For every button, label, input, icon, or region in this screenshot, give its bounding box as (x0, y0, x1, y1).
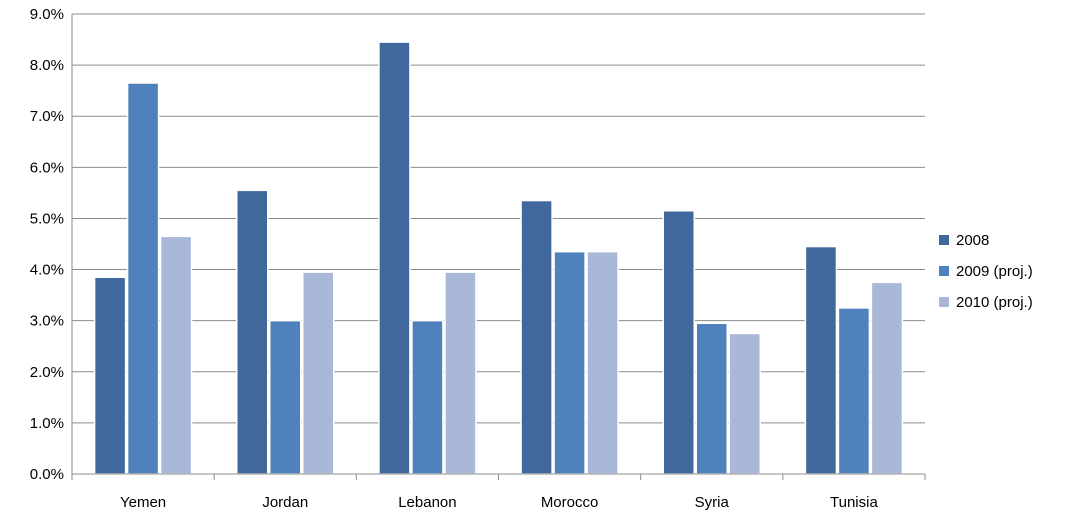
gridlines (72, 13, 925, 424)
bar-morocco-series-0 (520, 199, 553, 475)
bar-morocco-series-1 (553, 250, 586, 475)
x-category-label: Lebanon (398, 494, 456, 511)
axes (71, 14, 926, 480)
y-tick-label: 1.0% (30, 415, 64, 432)
bar-morocco-series-2 (586, 250, 619, 475)
legend-swatch (939, 266, 949, 276)
bar-lebanon-series-2 (444, 271, 477, 475)
x-axis-category-labels: Yemen Jordan Lebanon Morocco Syria Tunisia (120, 494, 878, 511)
x-category-label: Tunisia (830, 494, 878, 511)
y-tick-label: 3.0% (30, 313, 64, 330)
legend: 2008 2009 (proj.) 2010 (proj.) (939, 232, 1033, 311)
y-tick-label: 7.0% (30, 108, 64, 125)
bar-jordan-series-0 (236, 189, 269, 475)
bar-syria-series-2 (728, 332, 761, 475)
x-category-label: Syria (695, 494, 730, 511)
x-category-label: Jordan (262, 494, 308, 511)
legend-label: 2009 (proj.) (956, 263, 1033, 280)
bar-jordan-series-1 (269, 319, 302, 475)
bar-yemen-series-2 (159, 235, 193, 475)
bar-tunisia-series-0 (804, 245, 838, 475)
bar-yemen-series-0 (93, 276, 127, 475)
x-category-label: Morocco (541, 494, 599, 511)
legend-label: 2008 (956, 232, 989, 249)
legend-label: 2010 (proj.) (956, 294, 1033, 311)
bar-tunisia-series-1 (837, 307, 871, 475)
bar-syria-series-0 (662, 210, 695, 475)
y-tick-label: 4.0% (30, 262, 64, 279)
y-tick-label: 2.0% (30, 364, 64, 381)
y-tick-label: 9.0% (30, 6, 64, 23)
y-tick-label: 6.0% (30, 159, 64, 176)
legend-swatch (939, 297, 949, 307)
y-tick-label: 0.0% (30, 466, 64, 483)
bar-syria-series-1 (695, 322, 728, 475)
bar-lebanon-series-0 (378, 41, 411, 475)
bar-jordan-series-2 (302, 271, 335, 475)
bar-tunisia-series-2 (870, 281, 904, 475)
y-tick-label: 5.0% (30, 210, 64, 227)
x-category-label: Yemen (120, 494, 166, 511)
legend-swatch (939, 235, 949, 245)
bar-lebanon-series-1 (411, 319, 444, 475)
bar-yemen-series-1 (126, 82, 160, 475)
y-axis-tick-labels: 0.0% 1.0% 2.0% 3.0% 4.0% 5.0% 6.0% 7.0% 8.0% 9.0% (30, 6, 64, 483)
bars (93, 41, 904, 475)
y-tick-label: 8.0% (30, 57, 64, 74)
